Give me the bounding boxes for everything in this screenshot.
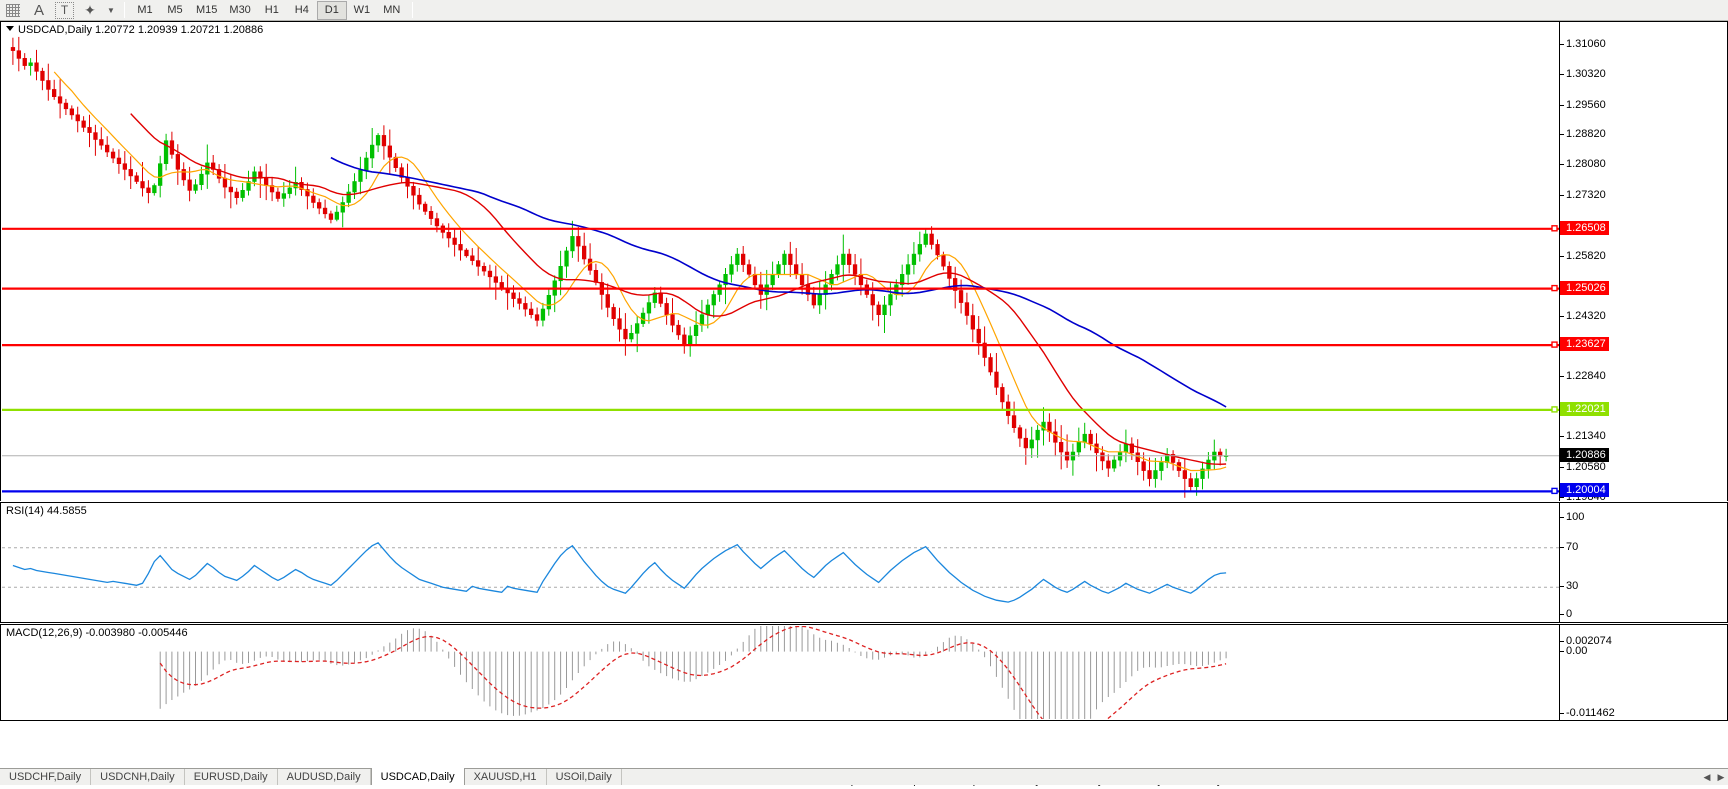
macd-plot[interactable]: [2, 626, 1559, 719]
timeframe-w1[interactable]: W1: [353, 4, 371, 16]
timeframe-m30[interactable]: M30: [229, 4, 251, 16]
rsi-tick-0: 0: [1559, 608, 1573, 620]
timeframe-m5[interactable]: M5: [167, 4, 183, 16]
collapse-caret-icon[interactable]: [6, 26, 14, 31]
price-tick-1.28080: 1.28080: [1560, 158, 1606, 171]
chart-tab-usdchf-daily[interactable]: USDCHF,Daily: [0, 769, 92, 785]
price-tick-1.27320: 1.27320: [1560, 189, 1606, 201]
price-plot[interactable]: [2, 23, 1559, 500]
rsi-tick-100: 100: [1559, 511, 1585, 523]
price-label-resistance[interactable]: 1.23627: [1560, 337, 1609, 352]
indicators-icon[interactable]: ✦: [84, 1, 96, 18]
price-tick-1.25820: 1.25820: [1560, 249, 1606, 262]
price-pane-title: USDCAD,Daily 1.20772 1.20939 1.20721 1.2…: [6, 24, 263, 36]
timeframe-mn[interactable]: MN: [383, 4, 401, 16]
rsi-tick-30: 30: [1559, 580, 1579, 593]
price-tick-1.22840: 1.22840: [1560, 369, 1606, 382]
crosshair-grid-icon[interactable]: [0, 1, 26, 20]
rsi-axis: 100 70 30 0: [1559, 503, 1727, 622]
rsi-pane[interactable]: RSI(14) 44.5855 100 70 30 0: [0, 502, 1728, 623]
timeframe-h4[interactable]: H4: [294, 4, 309, 16]
price-tick-1.29560: 1.29560: [1560, 98, 1606, 111]
macd-tick-0: 0.002074: [1560, 635, 1612, 647]
chart-tab-usoil-daily[interactable]: USOil,Daily: [547, 769, 622, 785]
price-tick-1.20580: 1.20580: [1560, 461, 1606, 474]
macd-tick-1: 0.00: [1559, 644, 1588, 657]
price-tick-1.21340: 1.21340: [1560, 430, 1606, 443]
rsi-pane-title: RSI(14) 44.5855: [6, 505, 87, 517]
dropdown-arrow-icon[interactable]: ▼: [107, 5, 115, 15]
toolbar-divider: [124, 2, 125, 18]
rsi-plot[interactable]: [2, 504, 1559, 621]
price-label-resistance[interactable]: 1.25026: [1560, 280, 1609, 295]
timeframe-m1[interactable]: M1: [137, 4, 153, 16]
price-tick-1.31060: 1.31060: [1560, 38, 1606, 50]
price-label-support-blue[interactable]: 1.20004: [1560, 483, 1609, 498]
toolbar-divider-2: [411, 2, 413, 18]
chart-tab-xauusd-h1[interactable]: XAUUSD,H1: [465, 769, 547, 785]
price-pane[interactable]: USDCAD,Daily 1.20772 1.20939 1.20721 1.2…: [0, 21, 1728, 503]
chart-tab-eurusd-daily[interactable]: EURUSD,Daily: [185, 769, 278, 785]
text-label-icon[interactable]: A: [33, 1, 44, 19]
chart-tab-bar[interactable]: USDCHF,Daily USDCNH,Daily EURUSD,Daily AUDU…: [0, 768, 1728, 785]
price-label-current-price[interactable]: 1.20886: [1560, 447, 1609, 462]
price-tick-1.24320: 1.24320: [1560, 310, 1606, 323]
tab-spacer: [622, 769, 1700, 785]
price-tick-1.30320: 1.30320: [1560, 67, 1606, 80]
price-tick-1.28820: 1.28820: [1560, 128, 1606, 141]
price-label-resistance[interactable]: 1.26508: [1560, 220, 1609, 235]
price-label-support-green[interactable]: 1.22021: [1560, 401, 1609, 416]
timeframe-m15[interactable]: M15: [196, 4, 218, 16]
scroll-right-icon[interactable]: ▶: [1717, 771, 1725, 782]
rsi-tick-70: 70: [1559, 540, 1579, 553]
macd-tick-2: -0.011462: [1560, 707, 1615, 719]
main-toolbar: A T ✦ ▼ M1 M5 M15 M30 H1 H4 D1 W1 MN: [0, 0, 1728, 21]
text-object-icon[interactable]: T: [55, 1, 74, 19]
scroll-left-icon[interactable]: ◀: [1703, 771, 1711, 782]
timeframe-h1[interactable]: H1: [264, 4, 279, 16]
chart-area[interactable]: USDCAD,Daily 1.20772 1.20939 1.20721 1.2…: [0, 21, 1728, 789]
macd-pane-title: MACD(12,26,9) -0.003980 -0.005446: [6, 627, 188, 639]
chart-tab-usdcnh-daily[interactable]: USDCNH,Daily: [91, 769, 185, 785]
price-axis[interactable]: 1.31060 1.30320 1.29560 1.28820 1.28080 1.273…: [1559, 22, 1727, 503]
macd-axis: 0.002074 0.00 -0.011462: [1559, 625, 1727, 720]
timeframe-d1[interactable]: D1: [316, 0, 347, 20]
chart-tab-audusd-daily[interactable]: AUDUSD,Daily: [278, 769, 371, 785]
macd-pane[interactable]: MACD(12,26,9) -0.003980 -0.005446 0.0020…: [0, 624, 1728, 721]
chart-tab-usdcad-daily[interactable]: USDCAD,Daily: [370, 768, 465, 785]
